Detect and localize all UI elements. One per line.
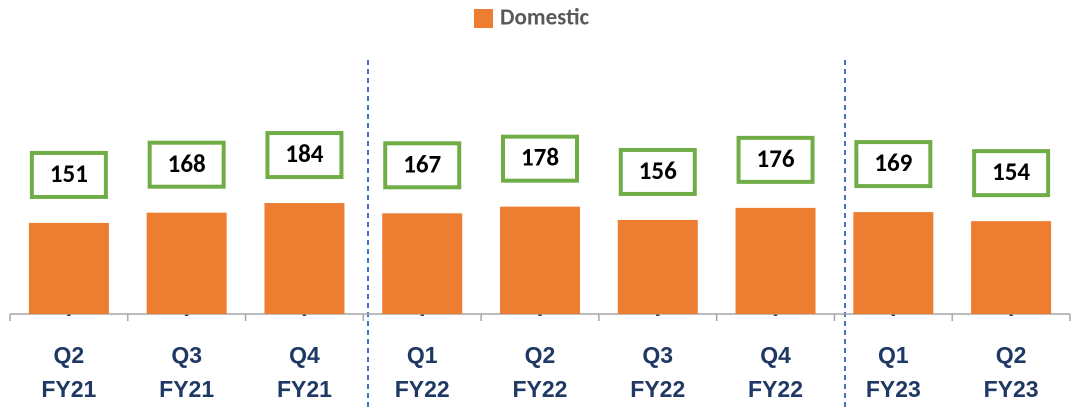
value-label: 176 <box>757 143 795 174</box>
label-box <box>147 140 226 189</box>
bar <box>382 213 463 314</box>
bar <box>146 212 227 314</box>
label-box <box>501 134 579 183</box>
x-tick-label: Q3 FY21 <box>159 342 215 402</box>
value-label: 178 <box>521 142 559 173</box>
bar <box>735 207 816 314</box>
label-box <box>854 140 933 189</box>
zero-label: - <box>1009 306 1013 323</box>
x-tick-label: Q3 FY22 <box>630 342 686 402</box>
label-box <box>265 131 344 180</box>
zero-label: - <box>773 306 777 323</box>
x-tick-label: Q2 FY21 <box>41 342 97 402</box>
x-tick-label: Q4 FY21 <box>276 342 332 402</box>
zero-label: - <box>302 306 306 323</box>
value-label: 151 <box>50 158 88 189</box>
bar <box>971 221 1052 314</box>
x-tick-label: Q2 FY22 <box>512 342 568 402</box>
label-box <box>618 147 697 196</box>
x-tick-label: Q1 FY23 <box>865 342 921 402</box>
bar <box>28 222 109 314</box>
value-label: 167 <box>403 148 441 179</box>
value-label: 154 <box>992 156 1030 187</box>
zero-label: - <box>538 306 542 323</box>
bar <box>617 219 698 314</box>
label-box <box>972 149 1051 198</box>
bar <box>500 206 580 314</box>
zero-label: - <box>656 306 660 323</box>
legend-swatch <box>474 9 493 28</box>
x-tick-label: Q2 FY23 <box>983 342 1039 402</box>
zero-label: - <box>891 306 895 323</box>
x-tick-label: Q1 FY22 <box>394 342 450 402</box>
x-tick-label: Q4 FY22 <box>748 342 804 402</box>
value-label: 156 <box>639 155 677 186</box>
label-box <box>736 135 815 184</box>
zero-label: - <box>185 306 189 323</box>
bar <box>264 203 345 314</box>
zero-label: - <box>420 306 424 323</box>
zero-label: - <box>67 306 71 323</box>
legend-label: Domestic <box>500 4 590 32</box>
label-box <box>383 141 462 190</box>
value-label: 168 <box>168 148 206 179</box>
bar <box>853 212 934 314</box>
value-label: 184 <box>285 138 323 169</box>
value-label: 169 <box>874 147 912 178</box>
label-box <box>29 150 108 199</box>
